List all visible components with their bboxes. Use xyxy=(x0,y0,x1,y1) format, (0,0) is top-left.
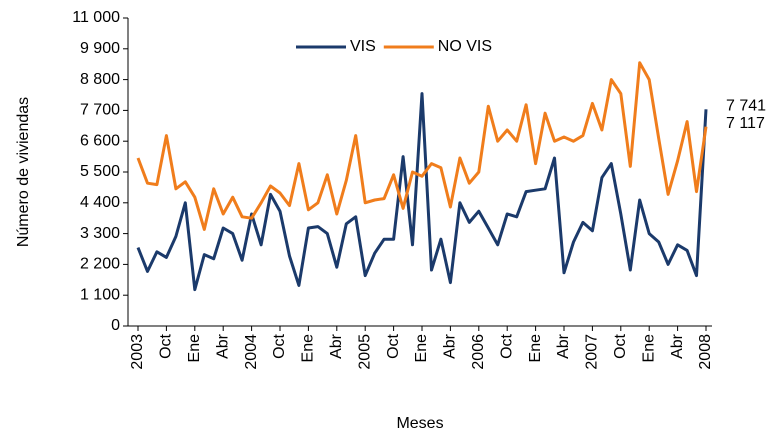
x-tick-label: 2004 xyxy=(243,334,260,370)
x-tick-label: Abr xyxy=(214,333,231,359)
y-tick-label: 0 xyxy=(111,317,120,334)
x-tick-label: Oct xyxy=(498,333,515,358)
x-tick-label: Ene xyxy=(300,334,317,363)
y-tick-label: 7 700 xyxy=(80,102,120,119)
y-tick-label: 4 400 xyxy=(80,194,120,211)
legend-label: NO VIS xyxy=(438,38,492,55)
x-tick-label: 2005 xyxy=(356,334,373,370)
x-tick-label: Ene xyxy=(527,334,544,363)
x-tick-label: Ene xyxy=(413,334,430,363)
y-tick-label: 5 500 xyxy=(80,163,120,180)
y-tick-label: 6 600 xyxy=(80,132,120,149)
x-tick-label: Oct xyxy=(612,333,629,358)
y-tick-label: 1 100 xyxy=(80,286,120,303)
y-tick-label: 2 200 xyxy=(80,256,120,273)
series-line xyxy=(136,92,708,292)
x-tick-label: 2007 xyxy=(584,334,601,370)
x-tick-label: 2008 xyxy=(697,334,714,370)
x-tick-label: Abr xyxy=(328,333,345,359)
x-tick-label: Abr xyxy=(442,333,459,359)
x-tick-label: 2006 xyxy=(470,334,487,370)
series-line xyxy=(136,61,708,231)
x-tick-label: Abr xyxy=(555,333,572,359)
x-tick-label: Oct xyxy=(158,333,175,358)
x-tick-label: Oct xyxy=(271,333,288,358)
x-tick-label: 2003 xyxy=(129,334,146,370)
end-value-label: 7 117 xyxy=(726,115,765,132)
x-axis-label: Meses xyxy=(396,415,443,432)
y-tick-label: 11 000 xyxy=(72,9,120,26)
y-tick-label: 9 900 xyxy=(80,40,120,57)
x-tick-label: Ene xyxy=(640,334,657,363)
x-tick-label: Oct xyxy=(385,333,402,358)
y-tick-label: 8 800 xyxy=(80,71,120,88)
legend-label: VIS xyxy=(350,38,376,55)
end-value-label: 7 741 xyxy=(726,97,766,114)
y-axis-label: Número de viviendas xyxy=(15,97,32,247)
y-tick-label: 3 300 xyxy=(80,225,120,242)
x-tick-label: Ene xyxy=(186,334,203,363)
x-tick-label: Abr xyxy=(669,333,686,359)
